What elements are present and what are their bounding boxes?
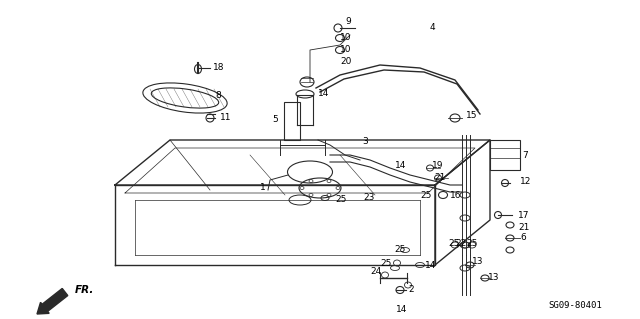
- Text: 21: 21: [518, 224, 529, 233]
- Text: 15: 15: [466, 110, 477, 120]
- Text: 23: 23: [363, 194, 374, 203]
- Text: 5: 5: [272, 115, 278, 123]
- Text: 9: 9: [345, 18, 351, 26]
- FancyArrow shape: [37, 288, 68, 314]
- Text: 7: 7: [522, 151, 528, 160]
- Text: 25: 25: [335, 196, 346, 204]
- Text: 24: 24: [370, 268, 381, 277]
- Text: 6: 6: [520, 234, 525, 242]
- Text: 3: 3: [362, 137, 368, 146]
- Text: 18: 18: [213, 63, 225, 72]
- Text: 10: 10: [340, 46, 351, 55]
- Text: 14: 14: [318, 90, 330, 99]
- Text: 8: 8: [215, 91, 221, 100]
- Text: 25: 25: [466, 239, 477, 248]
- Text: 25: 25: [380, 258, 392, 268]
- Text: 10: 10: [340, 33, 351, 42]
- Text: 21: 21: [434, 173, 445, 182]
- Text: 25: 25: [420, 190, 431, 199]
- Text: 17: 17: [518, 211, 529, 219]
- Text: 25: 25: [394, 246, 405, 255]
- Text: 25: 25: [448, 239, 460, 248]
- Text: 11: 11: [220, 114, 232, 122]
- Bar: [284, 102, 300, 140]
- Text: 20: 20: [340, 57, 351, 66]
- Text: 16: 16: [450, 190, 461, 199]
- Text: SG09-80401: SG09-80401: [548, 300, 602, 309]
- Text: 14: 14: [425, 261, 436, 270]
- Text: 12: 12: [520, 177, 531, 187]
- Text: 22: 22: [455, 239, 467, 248]
- Text: 13: 13: [472, 257, 483, 266]
- Text: FR.: FR.: [75, 285, 94, 295]
- Text: 14: 14: [395, 160, 406, 169]
- Text: 13: 13: [488, 273, 499, 283]
- Text: 4: 4: [430, 24, 436, 33]
- Text: 1: 1: [260, 183, 266, 192]
- Text: 2: 2: [408, 286, 413, 294]
- Text: 14: 14: [396, 306, 408, 315]
- Text: 19: 19: [432, 160, 444, 169]
